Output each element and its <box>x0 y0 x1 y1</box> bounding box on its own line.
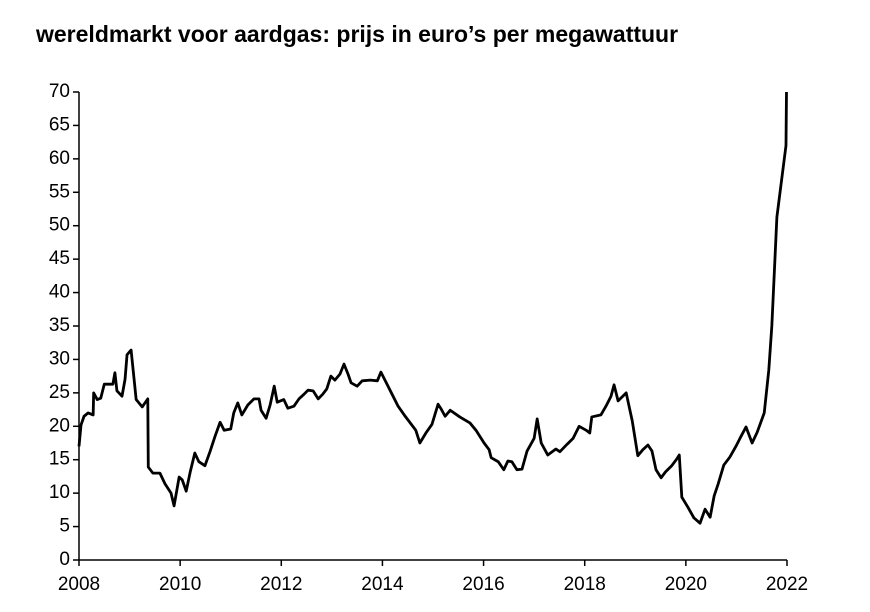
y-tick-label: 30 <box>49 348 70 369</box>
x-tick-label: 2008 <box>58 574 100 595</box>
y-tick-label: 55 <box>49 181 70 202</box>
line-series <box>77 91 788 525</box>
y-tick-label: 60 <box>49 148 70 169</box>
y-tick-label: 10 <box>49 482 70 503</box>
y-tick-label: 45 <box>49 248 70 269</box>
y-tick-label: 35 <box>49 315 70 336</box>
x-tick-label: 2022 <box>766 574 808 595</box>
x-tick-label: 2010 <box>159 574 201 595</box>
x-tick-label: 2016 <box>462 574 504 595</box>
y-tick-label: 5 <box>59 516 70 537</box>
y-tick-label: 40 <box>49 282 70 303</box>
y-tick-label: 50 <box>49 215 70 236</box>
y-tick-label: 0 <box>59 549 70 570</box>
y-tick-label: 25 <box>49 382 70 403</box>
y-tick-label: 70 <box>49 81 70 102</box>
x-tick-label: 2020 <box>665 574 707 595</box>
x-tick-label: 2012 <box>260 574 302 595</box>
y-tick-label: 20 <box>49 415 70 436</box>
chart-title: wereldmarkt voor aardgas: prijs in euro’… <box>35 21 678 47</box>
y-tick-label: 15 <box>49 449 70 470</box>
x-tick-label: 2018 <box>564 574 606 595</box>
y-tick-label: 65 <box>49 114 70 135</box>
x-tick-label: 2014 <box>361 574 404 595</box>
